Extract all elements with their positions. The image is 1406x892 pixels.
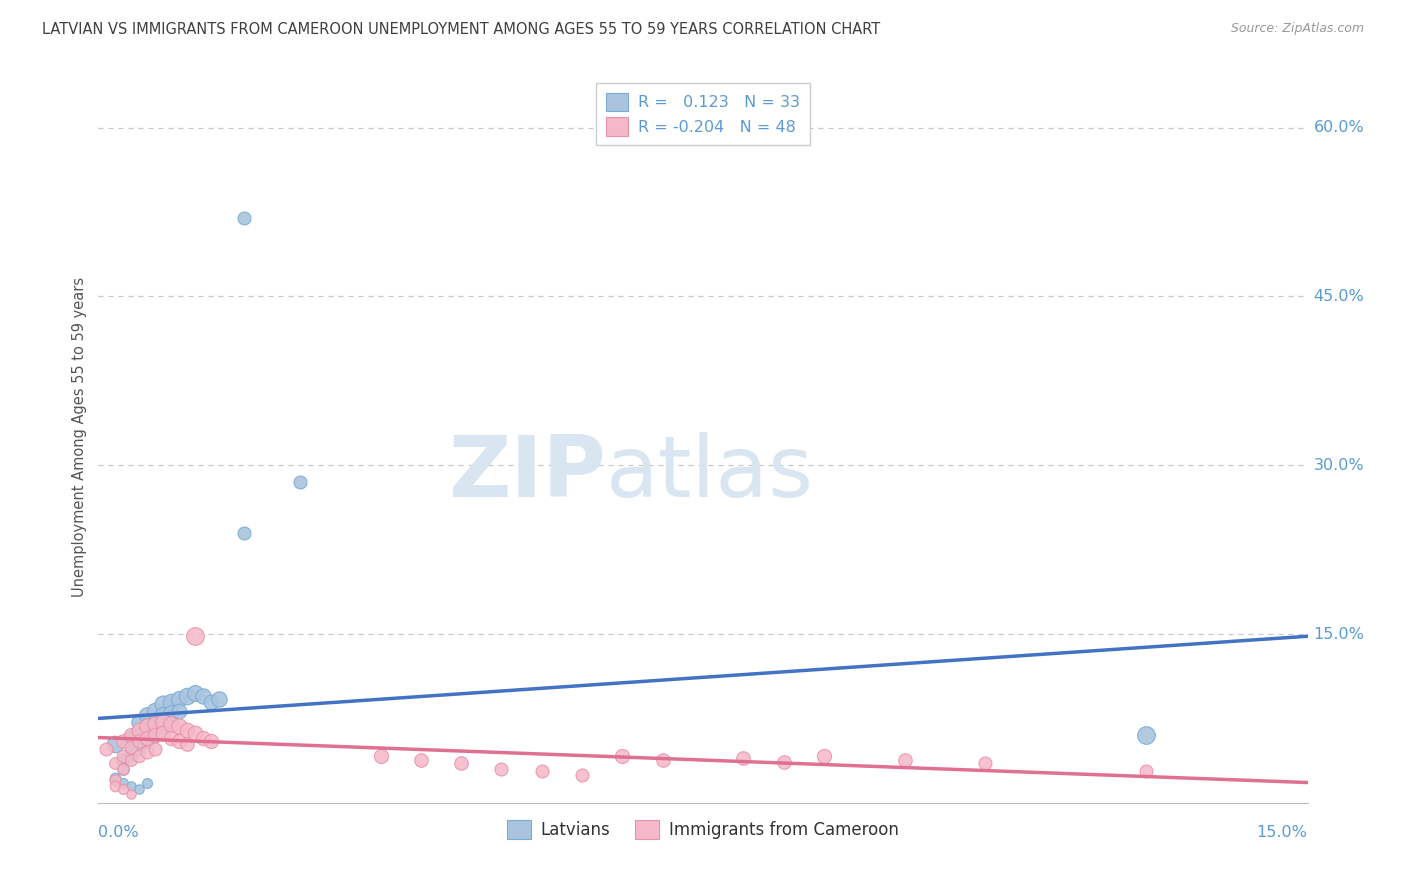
Point <box>111 734 134 748</box>
Point <box>152 697 174 711</box>
Legend: Latvians, Immigrants from Cameroon: Latvians, Immigrants from Cameroon <box>501 814 905 846</box>
Point <box>167 734 190 748</box>
Point <box>772 756 794 770</box>
Point <box>193 731 215 745</box>
Text: Source: ZipAtlas.com: Source: ZipAtlas.com <box>1230 22 1364 36</box>
Point <box>176 689 198 703</box>
Point <box>103 773 125 788</box>
Point <box>103 771 125 785</box>
Point <box>733 751 755 765</box>
Point <box>135 719 157 733</box>
Point <box>893 753 915 767</box>
Point <box>208 692 231 706</box>
Point <box>152 708 174 723</box>
Point <box>128 723 150 737</box>
Point <box>974 756 997 771</box>
Text: 15.0%: 15.0% <box>1257 825 1308 839</box>
Point <box>111 782 134 797</box>
Point <box>143 728 166 742</box>
Point <box>111 748 134 763</box>
Point <box>160 717 183 731</box>
Point <box>409 753 432 767</box>
Point <box>120 745 142 759</box>
Point <box>128 714 150 729</box>
Text: 45.0%: 45.0% <box>1313 289 1364 304</box>
Point <box>184 629 207 643</box>
Point <box>120 739 142 754</box>
Point <box>120 731 142 745</box>
Point <box>232 525 254 540</box>
Point <box>143 741 166 756</box>
Point <box>135 719 157 733</box>
Point <box>160 706 183 720</box>
Point <box>120 728 142 742</box>
Point <box>120 748 142 763</box>
Point <box>152 714 174 729</box>
Point <box>128 748 150 763</box>
Point <box>491 762 513 776</box>
Point <box>167 719 190 733</box>
Point <box>651 753 673 767</box>
Point <box>200 734 222 748</box>
Point <box>128 782 150 797</box>
Text: atlas: atlas <box>606 432 814 516</box>
Text: 0.0%: 0.0% <box>98 825 139 839</box>
Point <box>612 748 634 763</box>
Point <box>111 753 134 767</box>
Point <box>103 756 125 771</box>
Point <box>111 762 134 776</box>
Point <box>370 748 392 763</box>
Point <box>135 731 157 745</box>
Text: 15.0%: 15.0% <box>1313 626 1364 641</box>
Point <box>135 734 157 748</box>
Point <box>120 779 142 793</box>
Point <box>184 726 207 740</box>
Point <box>143 717 166 731</box>
Point <box>120 787 142 801</box>
Point <box>167 704 190 718</box>
Text: 30.0%: 30.0% <box>1313 458 1364 473</box>
Point <box>143 728 166 742</box>
Point <box>193 689 215 703</box>
Point <box>813 748 835 763</box>
Point <box>135 708 157 723</box>
Point <box>530 764 553 779</box>
Point <box>143 714 166 729</box>
Point <box>288 475 311 489</box>
Point <box>1135 764 1157 779</box>
Point <box>103 737 125 751</box>
Text: ZIP: ZIP <box>449 432 606 516</box>
Point <box>111 775 134 789</box>
Point <box>176 737 198 751</box>
Point <box>160 694 183 708</box>
Point <box>152 726 174 740</box>
Point <box>1135 728 1157 742</box>
Point <box>167 692 190 706</box>
Point <box>571 767 593 781</box>
Point <box>160 731 183 745</box>
Point <box>450 756 472 771</box>
Point <box>232 211 254 225</box>
Point <box>120 753 142 767</box>
Text: LATVIAN VS IMMIGRANTS FROM CAMEROON UNEMPLOYMENT AMONG AGES 55 TO 59 YEARS CORRE: LATVIAN VS IMMIGRANTS FROM CAMEROON UNEM… <box>42 22 880 37</box>
Point <box>135 745 157 759</box>
Point <box>96 741 118 756</box>
Point <box>152 719 174 733</box>
Point <box>135 775 157 789</box>
Point <box>103 779 125 793</box>
Point <box>128 728 150 742</box>
Point <box>111 762 134 776</box>
Point <box>176 723 198 737</box>
Point <box>184 685 207 699</box>
Point <box>128 741 150 756</box>
Point <box>200 694 222 708</box>
Text: 60.0%: 60.0% <box>1313 120 1364 135</box>
Point <box>128 734 150 748</box>
Y-axis label: Unemployment Among Ages 55 to 59 years: Unemployment Among Ages 55 to 59 years <box>72 277 87 597</box>
Point <box>143 704 166 718</box>
